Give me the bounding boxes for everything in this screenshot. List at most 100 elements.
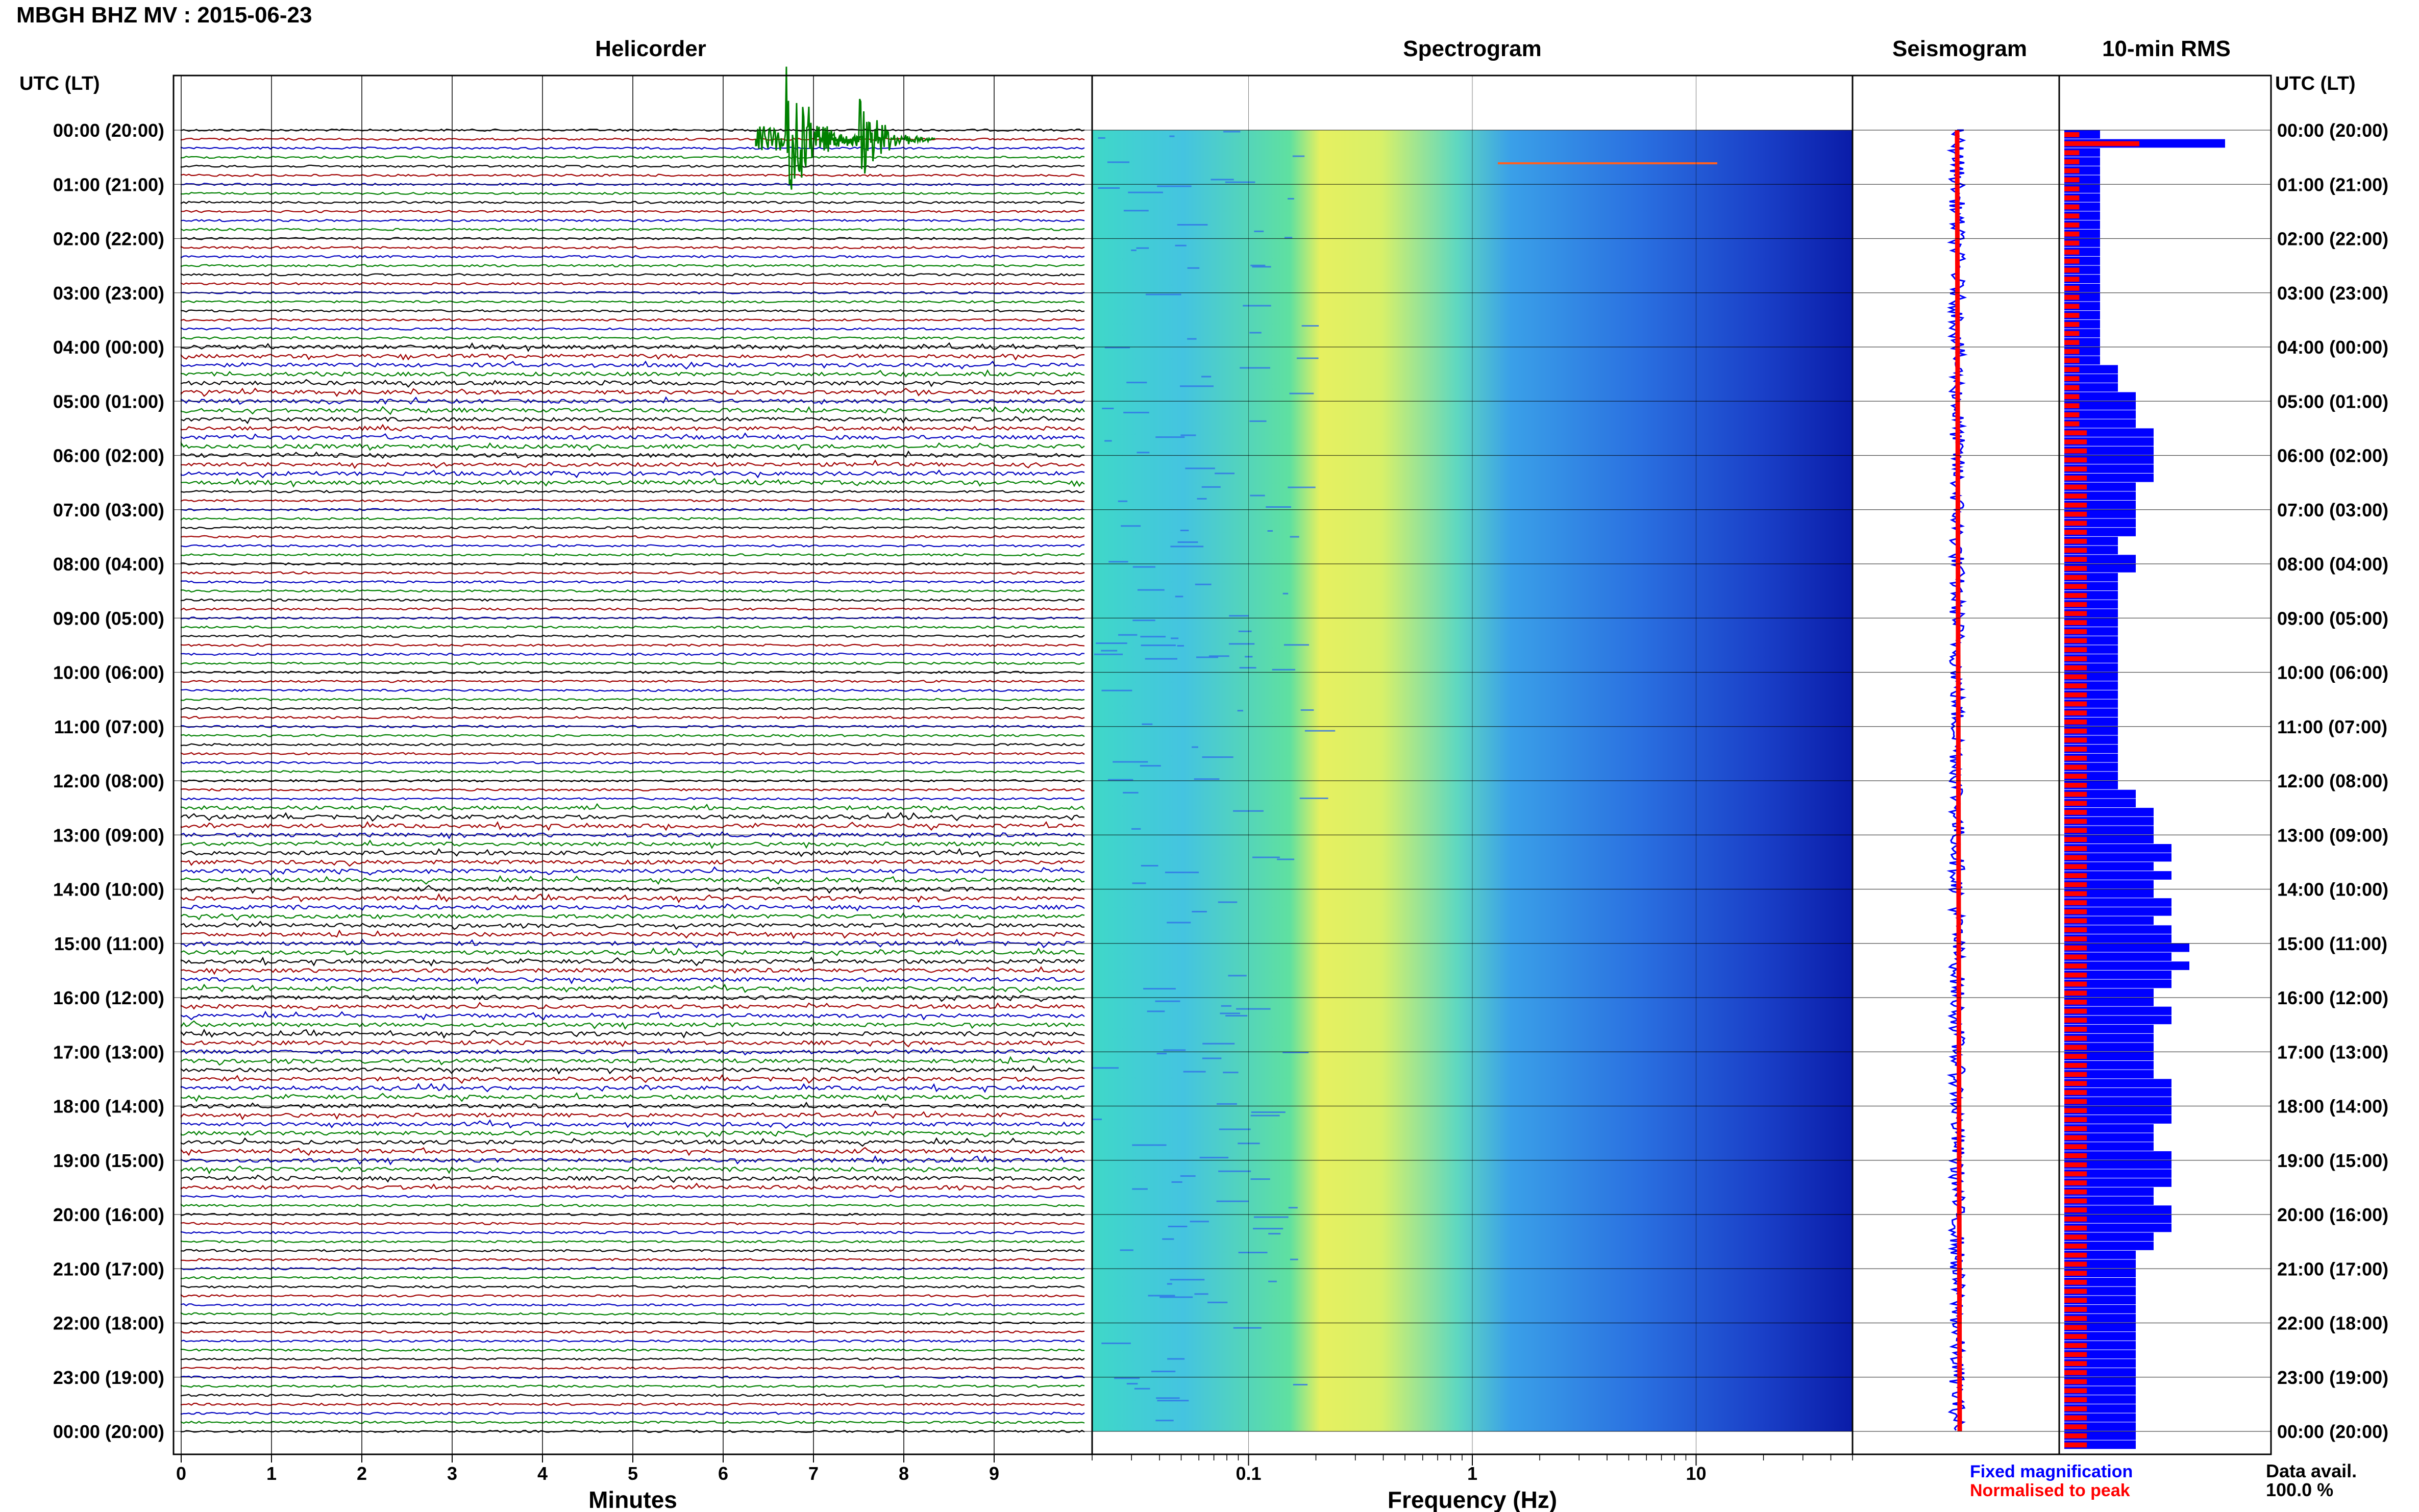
rms-bar-normalised [2064,213,2080,219]
rms-bar-normalised [2064,1063,2087,1068]
rms-bar-normalised [2064,963,2087,969]
spectrogram-streak [1159,1296,1193,1298]
spectrogram-streak [1194,1293,1208,1295]
spectrogram-streak [1277,858,1295,860]
spectrogram-streak [1196,656,1219,658]
helicorder-trace [180,360,1085,370]
rms-bar-fixed [2064,392,2136,401]
rms-bar-normalised [2064,1126,2087,1131]
helicorder-trace [180,1258,1085,1261]
spectrogram-streak [1102,407,1114,409]
data-avail-value: 100.0 % [2266,1479,2333,1500]
helicorder-trace [180,625,1085,629]
rms-bar-normalised [2064,747,2087,752]
rms-bar-fixed [2064,1160,2171,1169]
spectrogram-streak [1288,1207,1298,1209]
spectrogram-streak [1228,975,1247,977]
spectrogram-streak [1180,1175,1196,1177]
rms-bar-normalised [2064,530,2087,535]
time-label-left: 16:00 (12:00) [53,987,164,1008]
spectrogram-streak [1225,1014,1248,1017]
helicorder-trace [180,839,1085,850]
spectrogram-title: Spectrogram [1403,36,1541,61]
spectrogram-streak [1229,615,1249,617]
rms-bar-normalised [2064,1081,2087,1086]
time-label-right: 05:00 (01:00) [2277,391,2388,412]
spectrogram-streak [1290,1258,1298,1260]
helicorder-trace [180,228,1085,232]
time-label-right: 22:00 (18:00) [2277,1313,2388,1334]
helicorder-trace [180,1137,1085,1147]
spectrogram-streak [1108,779,1133,781]
spectrogram-streak [1136,247,1149,249]
helicorder-trace [180,1420,1085,1424]
helicorder-trace [180,1083,1085,1093]
helicorder-trace [180,1038,1085,1048]
spectrogram-streak [1293,1383,1308,1385]
rms-bar-fixed [2064,961,2189,970]
helicorder-trace [180,353,1084,361]
rms-bar-normalised [2064,674,2087,680]
rms-bar-fixed [2064,1097,2171,1106]
helicorder-trace [180,137,1085,141]
rms-bar-normalised [2064,412,2080,417]
rms-bar-normalised [2064,349,2080,354]
helicorder-trace [180,282,1085,286]
helicorder-trace [180,210,1084,213]
spectrogram-streak [1170,546,1204,548]
rms-bar-normalised [2064,141,2139,146]
helicorder-trace [180,336,1085,340]
spectrogram-streak [1118,500,1128,502]
spectrogram-streak [1113,761,1148,763]
rms-bar-normalised [2064,1388,2087,1394]
spectrogram-streak [1225,181,1255,183]
spectrogram-streak [1289,392,1314,394]
rms-bar-normalised [2064,240,2080,246]
rms-bar-normalised [2064,1180,2087,1185]
spectrogram-streak [1252,266,1271,268]
rms-bar-normalised [2064,837,2087,842]
rms-bar-normalised [2064,801,2087,806]
rms-bar-normalised [2064,656,2087,661]
time-label-left: 17:00 (13:00) [53,1042,164,1062]
spectrogram-streak [1121,525,1141,527]
rms-bar-normalised [2064,548,2087,553]
spectrogram-streak [1202,756,1233,758]
helicorder-trace [180,688,1085,692]
helicorder-trace [180,155,1085,159]
spectrogram-streak [1101,1342,1131,1344]
helicorder-trace [180,164,1085,168]
spectrogram-streak [1304,730,1336,732]
rms-bar-fixed [2064,1223,2171,1232]
rms-bar-normalised [2064,692,2087,698]
rms-frame [2058,75,2272,1455]
spectrogram-streak [1192,746,1198,748]
helicorder-trace [180,761,1085,764]
spectrogram-streak [1249,332,1262,334]
rms-bar-normalised [2064,1325,2087,1330]
spectrogram-streak [1170,1279,1205,1281]
spectrogram-streak [1132,882,1146,884]
spectrogram-streak [1284,237,1293,239]
spectrogram-streak [1195,583,1212,585]
spectrogram-streak [1199,1156,1229,1158]
rms-bar-normalised [2064,918,2087,924]
spectrogram-streak [1128,191,1163,193]
spectrogram-streak [1142,723,1153,725]
rms-bar-normalised [2064,466,2087,472]
rms-bar-normalised [2064,927,2087,932]
rms-bar-normalised [2064,439,2087,444]
spectrogram-streak [1292,155,1305,157]
spectrogram-streak [1236,1008,1271,1010]
time-label-left: 05:00 (01:00) [53,391,164,412]
rms-bar-normalised [2064,1271,2087,1276]
helicorder-trace [180,1203,1085,1207]
rms-bar-normalised [2064,321,2080,327]
spectrogram-streak [1253,1216,1289,1218]
spectrogram-streak [1098,137,1105,139]
rms-bar-normalised [2064,1090,2087,1095]
spectrogram-streak [1300,709,1314,711]
rms-bar-fixed [2064,934,2171,943]
rms-bar-normalised [2064,1352,2087,1357]
